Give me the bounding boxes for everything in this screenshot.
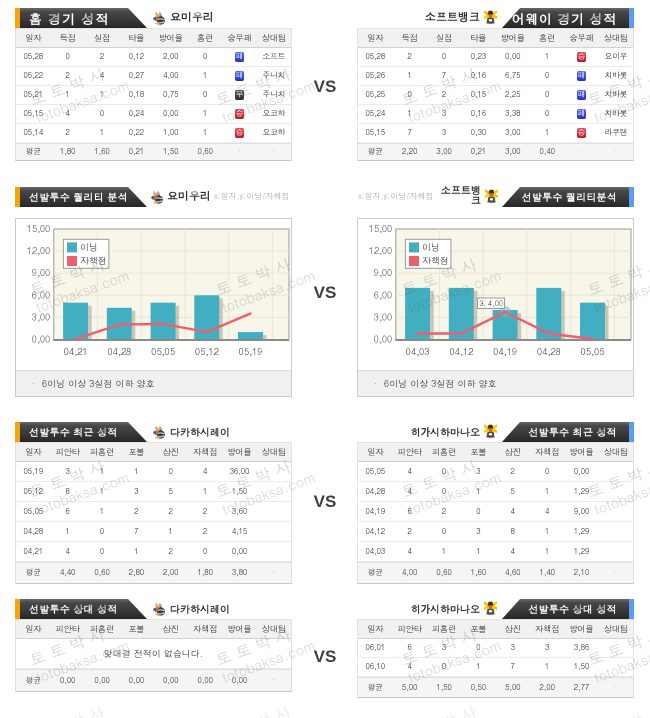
svg-text:6,00: 6,00 [32,287,51,301]
svg-text:3, 4,00: 3, 4,00 [479,299,503,309]
svg-text:이닝: 이닝 [80,241,98,254]
svg-text:0,00: 0,00 [32,332,51,346]
svg-text:12,00: 12,00 [27,243,51,257]
svg-text:자책점: 자책점 [80,254,107,267]
svg-text:6,00: 6,00 [374,287,393,301]
svg-text:05,12: 05,12 [195,344,219,358]
svg-text:05,19: 05,19 [239,344,263,358]
svg-text:04,21: 04,21 [64,344,88,358]
svg-text:자책점: 자책점 [422,254,449,267]
svg-text:15,00: 15,00 [369,221,393,235]
svg-text:05,05: 05,05 [581,344,605,358]
svg-text:04,12: 04,12 [449,344,473,358]
svg-text:05,05: 05,05 [151,344,175,358]
svg-text:3,00: 3,00 [374,309,393,323]
svg-text:04,19: 04,19 [493,344,517,358]
svg-text:04,28: 04,28 [107,344,131,358]
svg-text:0,00: 0,00 [374,332,393,346]
svg-text:15,00: 15,00 [27,221,51,235]
svg-text:04,28: 04,28 [537,344,561,358]
svg-text:9,00: 9,00 [32,265,51,279]
svg-text:04,03: 04,03 [406,344,430,358]
svg-text:9,00: 9,00 [374,265,393,279]
svg-text:3,00: 3,00 [32,309,51,323]
svg-text:12,00: 12,00 [369,243,393,257]
svg-text:이닝: 이닝 [422,241,440,254]
